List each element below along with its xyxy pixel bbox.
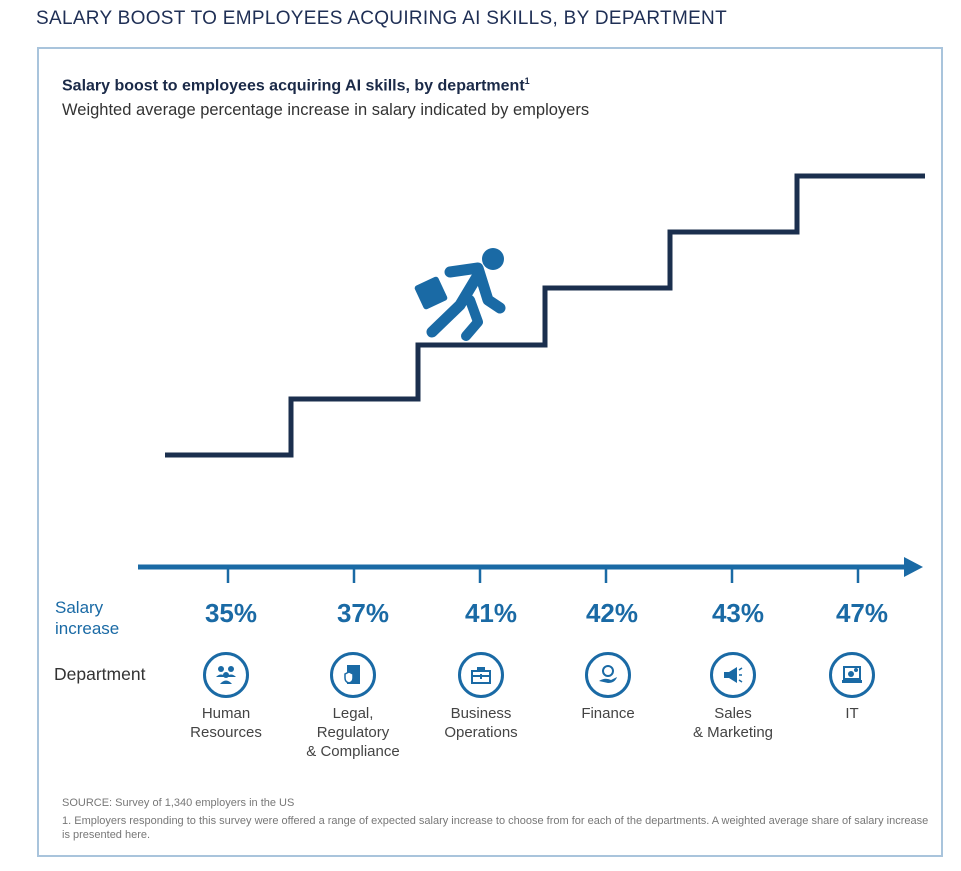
value-label: 41% [464, 598, 518, 628]
department-name: Human Resources [151, 704, 301, 742]
department-name-line: & Compliance [306, 743, 400, 760]
footnote-marker: 1 [524, 76, 530, 86]
laptop-gear-icon [829, 652, 875, 698]
department-name-line: Resources [190, 724, 262, 741]
chart-title: Salary boost to employees acquiring AI s… [62, 76, 530, 95]
salary-increase-label: Salary increase [55, 597, 119, 639]
value-label: 42% [585, 598, 639, 628]
department-name-line: IT [845, 705, 859, 722]
department-name-line: Finance [581, 705, 635, 722]
salary-increase-label-line2: increase [55, 619, 120, 638]
salary-increase-label-line1: Salary [55, 598, 104, 617]
department-name: Sales & Marketing [658, 704, 808, 742]
value-label: 37% [336, 598, 390, 628]
department-name: Business Operations [406, 704, 556, 742]
department-name: Legal, Regulatory & Compliance [278, 704, 428, 761]
department-name-line: Human [201, 705, 251, 722]
hand-coin-icon [585, 652, 631, 698]
page-title: SALARY BOOST TO EMPLOYEES ACQUIRING AI S… [36, 8, 727, 29]
value-label: 43% [711, 598, 765, 628]
footnote: 1. Employers responding to this survey w… [62, 815, 929, 841]
x-axis-arrowhead [904, 557, 923, 577]
department-name: IT [777, 704, 927, 723]
department-label: Department [54, 664, 146, 684]
department-name-line: Regulatory [316, 724, 390, 741]
source-note: SOURCE: Survey of 1,340 employers in the… [62, 797, 295, 809]
department-name-line: & Marketing [692, 724, 774, 741]
chart-subtitle: Weighted average percentage increase in … [62, 101, 590, 119]
value-label: 47% [835, 598, 889, 628]
department-name-line: Sales [714, 705, 752, 722]
people-icon [203, 652, 249, 698]
chart-title-text: Salary boost to employees acquiring AI s… [62, 77, 525, 95]
chart-frame [37, 47, 943, 857]
value-label: 35% [204, 598, 258, 628]
department-name: Finance [533, 704, 683, 723]
department-name-line: Operations [444, 724, 518, 741]
legal-document-shield-icon [330, 652, 376, 698]
department-name-line: Business [450, 705, 512, 722]
running-person-icon [414, 248, 506, 341]
staircase [165, 173, 925, 458]
briefcase-icon [458, 652, 504, 698]
megaphone-icon [710, 652, 756, 698]
department-name-line: Legal, [332, 705, 374, 722]
